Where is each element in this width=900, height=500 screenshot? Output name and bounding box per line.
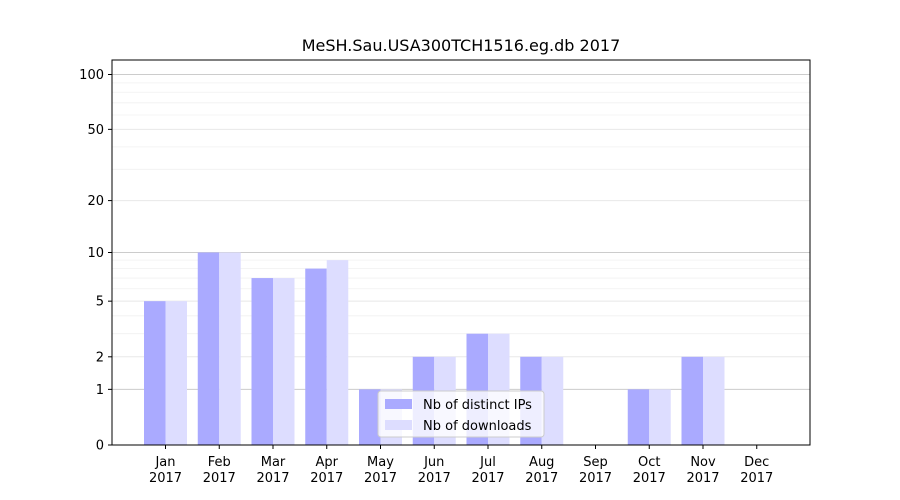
y-tick-label: 10 (87, 246, 104, 261)
x-tick-label-month: Nov (690, 455, 716, 470)
bar-distinct-ips (305, 268, 327, 445)
x-tick-label-month: Jan (154, 455, 175, 470)
x-tick-label-year: 2017 (525, 471, 558, 486)
x-tick-label-month: Mar (261, 455, 286, 470)
y-tick-label: 100 (79, 68, 104, 83)
legend-box (377, 390, 545, 438)
bar-downloads (703, 356, 725, 445)
bar-downloads (219, 252, 241, 445)
x-tick-label-month: Apr (316, 455, 339, 470)
x-tick-label-month: Jul (479, 455, 496, 470)
legend-label: Nb of distinct IPs (423, 398, 532, 413)
chart-title: MeSH.Sau.USA300TCH1516.eg.db 2017 (302, 36, 621, 55)
y-tick-label: 0 (96, 439, 104, 454)
x-tick-label-year: 2017 (740, 471, 773, 486)
x-tick-label-year: 2017 (203, 471, 236, 486)
x-tick-label-month: Jun (423, 455, 444, 470)
y-tick-label: 5 (96, 295, 104, 310)
bar-distinct-ips (144, 301, 166, 445)
x-tick-label-year: 2017 (579, 471, 612, 486)
legend-swatch (385, 399, 412, 409)
legend-label: Nb of downloads (423, 419, 532, 434)
y-tick-label: 50 (87, 123, 104, 138)
bar-downloads (649, 389, 671, 445)
x-tick-label-year: 2017 (149, 471, 182, 486)
bar-distinct-ips (681, 356, 703, 445)
y-tick-label: 20 (87, 194, 104, 209)
y-tick-label: 1 (96, 383, 104, 398)
x-tick-label-month: Sep (583, 455, 608, 470)
bar-distinct-ips (251, 278, 273, 445)
x-tick-label-year: 2017 (686, 471, 719, 486)
x-tick-label-month: Feb (208, 455, 231, 470)
bar-downloads (326, 260, 349, 445)
x-tick-label-year: 2017 (310, 471, 343, 486)
y-tick-label: 2 (96, 350, 104, 365)
ticks-layer: 0125102050100Jan2017Feb2017Mar2017Apr201… (79, 68, 773, 486)
x-tick-label-year: 2017 (633, 471, 666, 486)
x-tick-label-year: 2017 (256, 471, 289, 486)
x-tick-label-year: 2017 (471, 471, 504, 486)
x-tick-label-month: Dec (744, 455, 769, 470)
x-tick-label-year: 2017 (418, 471, 451, 486)
x-tick-label-month: Aug (529, 455, 554, 470)
x-tick-label-month: Oct (638, 455, 660, 470)
bar-downloads (273, 278, 295, 445)
bar-distinct-ips (359, 389, 381, 445)
bar-distinct-ips (197, 252, 220, 445)
x-tick-label-month: May (367, 455, 394, 470)
legend: Nb of distinct IPs Nb of downloads (377, 390, 545, 438)
legend-swatch (385, 420, 412, 430)
bar-distinct-ips (627, 389, 650, 445)
bar-downloads (541, 356, 564, 445)
bar-downloads (165, 301, 187, 445)
x-tick-label-year: 2017 (364, 471, 397, 486)
